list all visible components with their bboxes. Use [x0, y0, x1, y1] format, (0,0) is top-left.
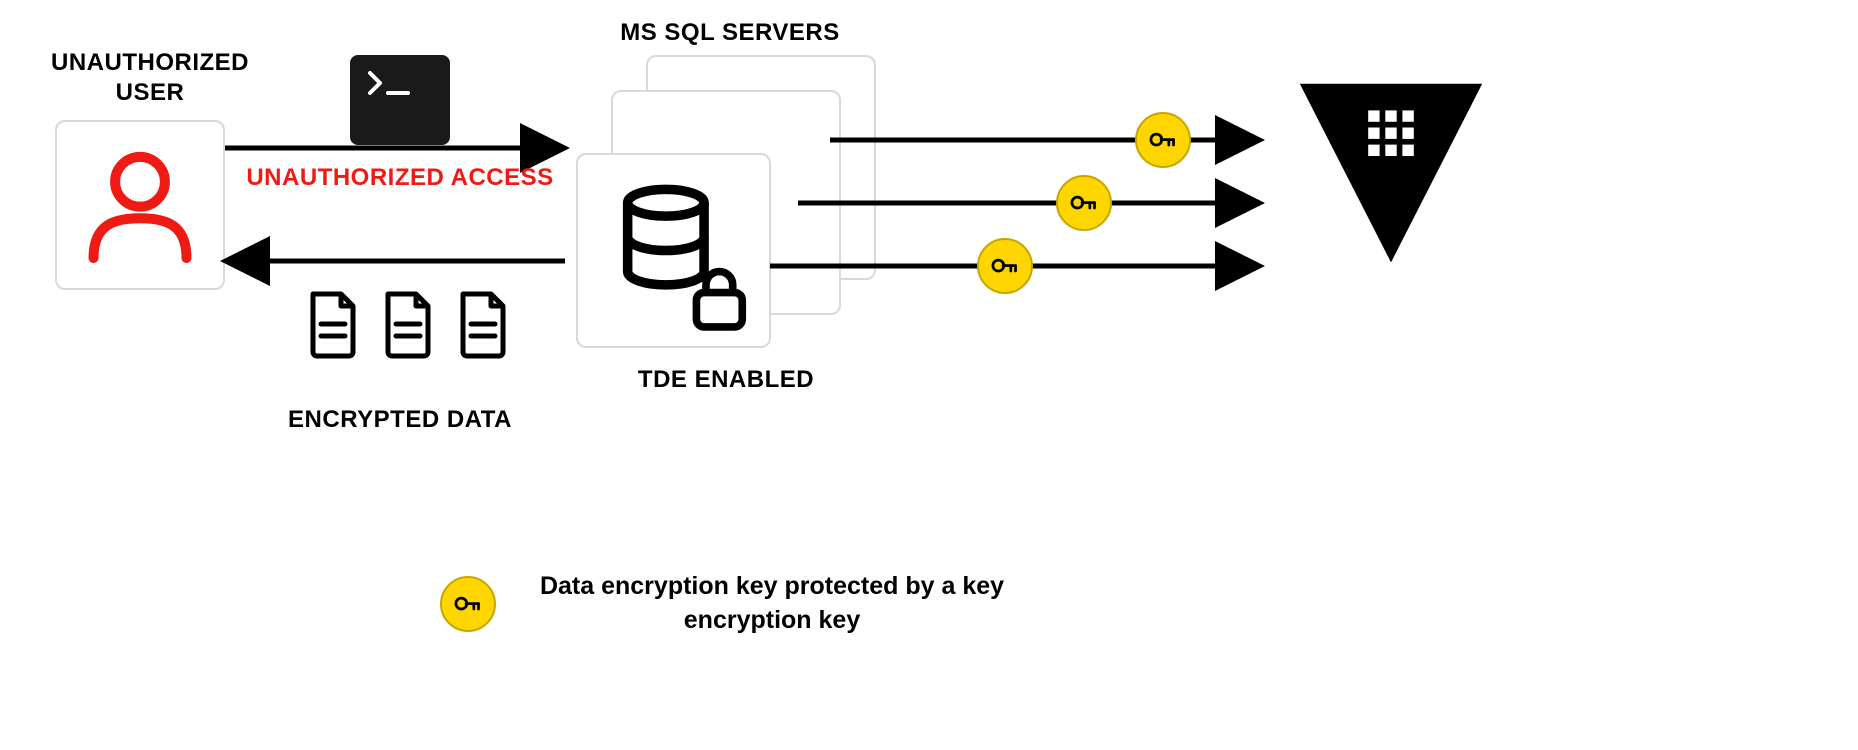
terminal-icon: [350, 55, 450, 145]
encrypted-data-label: ENCRYPTED DATA: [225, 405, 575, 435]
ms-sql-servers-label: MS SQL SERVERS: [590, 18, 870, 48]
unauthorized-access-label: UNAUTHORIZED ACCESS: [225, 163, 575, 193]
vault-icon: [1296, 80, 1486, 270]
key-arrow: [798, 197, 1260, 209]
legend: Data encryption key protected by a key e…: [440, 570, 1012, 638]
arrow-unauthorized-access: [225, 142, 565, 154]
user-icon: [57, 122, 223, 288]
unauthorized-user-label: UNAUTHORIZED USER: [20, 48, 280, 108]
database-icon: [578, 155, 769, 346]
lock-icon: [696, 272, 742, 327]
arrow-encrypted-data: [225, 255, 565, 267]
key-icon: [1135, 112, 1191, 168]
document-icon: [305, 290, 361, 360]
doc-group: [305, 290, 511, 360]
key-arrow: [830, 134, 1260, 146]
tde-enabled-label: TDE ENABLED: [576, 365, 876, 395]
legend-key-icon: [440, 576, 496, 632]
document-icon: [455, 290, 511, 360]
document-icon: [380, 290, 436, 360]
legend-text: Data encryption key protected by a key e…: [532, 570, 1012, 638]
server-box-front: [576, 153, 771, 348]
user-box: [55, 120, 225, 290]
key-icon: [1056, 175, 1112, 231]
key-icon: [977, 238, 1033, 294]
